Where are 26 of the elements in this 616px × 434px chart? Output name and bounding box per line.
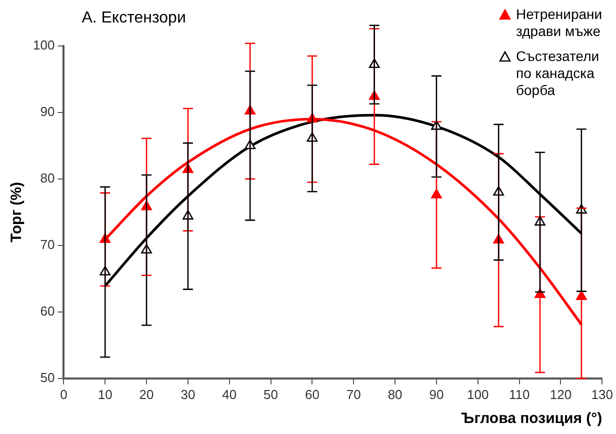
chart-title: А. Екстензори xyxy=(82,9,186,26)
x-tick-label: 60 xyxy=(304,386,320,402)
x-tick-label: 50 xyxy=(264,386,278,402)
x-tick-label: 40 xyxy=(222,386,237,402)
x-tick-label: 120 xyxy=(550,386,572,402)
x-tick-label: 100 xyxy=(467,386,489,402)
y-tick-label: 50 xyxy=(40,370,55,385)
y-axis-title: Торг (%) xyxy=(8,182,26,242)
x-tick-label: 130 xyxy=(591,386,614,402)
point xyxy=(431,188,442,198)
legend-label: Нетренирани здрави мъже xyxy=(516,6,604,40)
x-tick-label: 110 xyxy=(508,386,530,402)
x-tick-label: 80 xyxy=(388,386,402,402)
x-axis-title: Ъглова позиция (°) xyxy=(461,410,602,428)
x-tick-label: 30 xyxy=(180,386,196,402)
y-tick-label: 60 xyxy=(40,304,55,318)
y-tick-label: 70 xyxy=(40,237,55,252)
x-tick-label: 10 xyxy=(98,386,112,402)
x-tick-label: 70 xyxy=(346,386,361,402)
x-tick-label: 0 xyxy=(60,386,68,402)
x-tick-label: 90 xyxy=(429,386,444,402)
y-tick-label: 90 xyxy=(40,104,55,120)
legend-label: Състезатели по канадска борба xyxy=(516,48,600,99)
y-tick-label: 80 xyxy=(40,170,55,186)
x-tick-label: 20 xyxy=(139,386,154,402)
y-tick-label: 100 xyxy=(32,38,55,53)
